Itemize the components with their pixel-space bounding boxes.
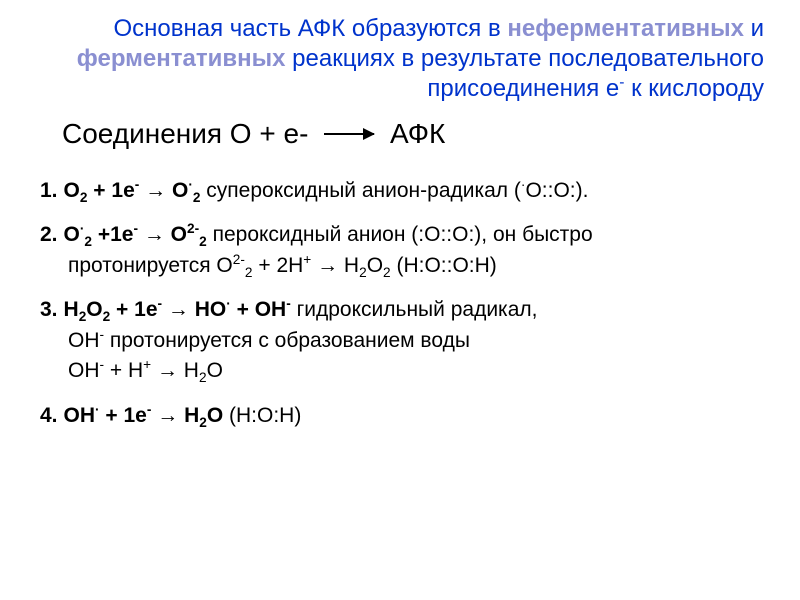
title-mid: и [744,15,764,42]
reaction-tail: пероксидный анион (:O::O:), он быстро [207,223,593,246]
reaction-item-3: 3. H2O2 + 1e- → HO· + OH- гидроксильный р… [40,295,764,386]
slide: Основная часть АФК образуются в нефермен… [0,0,800,600]
reaction-item-4: 4. OH· + 1e- → H2O (H:O:H) [40,401,764,431]
subtitle-right: АФК [390,118,445,149]
reaction-lead: O2 + 1e- → O·2 [64,179,201,202]
reaction-lead: O·2 +1e- → O2-2 [64,223,207,246]
reaction-num: 4. [40,404,58,427]
title-bold1: неферментативных [507,15,744,42]
reaction-cont: протонируется O2-2 + 2H+ → H2O2 (H:O::O:… [68,251,764,281]
reaction-lead: H2O2 + 1e- → HO· + OH- [64,298,291,321]
slide-subtitle: Соединения О + е- АФК [62,118,764,150]
title-part3: к кислороду [624,75,764,102]
reaction-cont: OH- протонируется с образованием водыOH-… [68,326,764,387]
reaction-num: 1. [40,179,58,202]
title-part1: Основная часть АФК образуются в [113,15,507,42]
arrow-icon [324,133,374,135]
reaction-tail: супероксидный анион-радикал (·O::O:). [200,179,588,202]
subtitle-left: Соединения О + е- [62,118,308,149]
reaction-item-1: 1. O2 + 1e- → O·2 супероксидный анион-рад… [40,176,764,206]
reaction-num: 3. [40,298,58,321]
reaction-tail: (H:O:H) [223,404,301,427]
reaction-lead: OH· + 1e- → H2O [64,404,224,427]
reaction-item-2: 2. O·2 +1e- → O2-2 пероксидный анион (:O:… [40,220,764,281]
title-bold2: ферментативных [77,45,286,72]
reaction-list: 1. O2 + 1e- → O·2 супероксидный анион-рад… [36,176,764,431]
slide-title: Основная часть АФК образуются в нефермен… [36,14,764,104]
reaction-tail: гидроксильный радикал, [291,298,538,321]
reaction-num: 2. [40,223,58,246]
